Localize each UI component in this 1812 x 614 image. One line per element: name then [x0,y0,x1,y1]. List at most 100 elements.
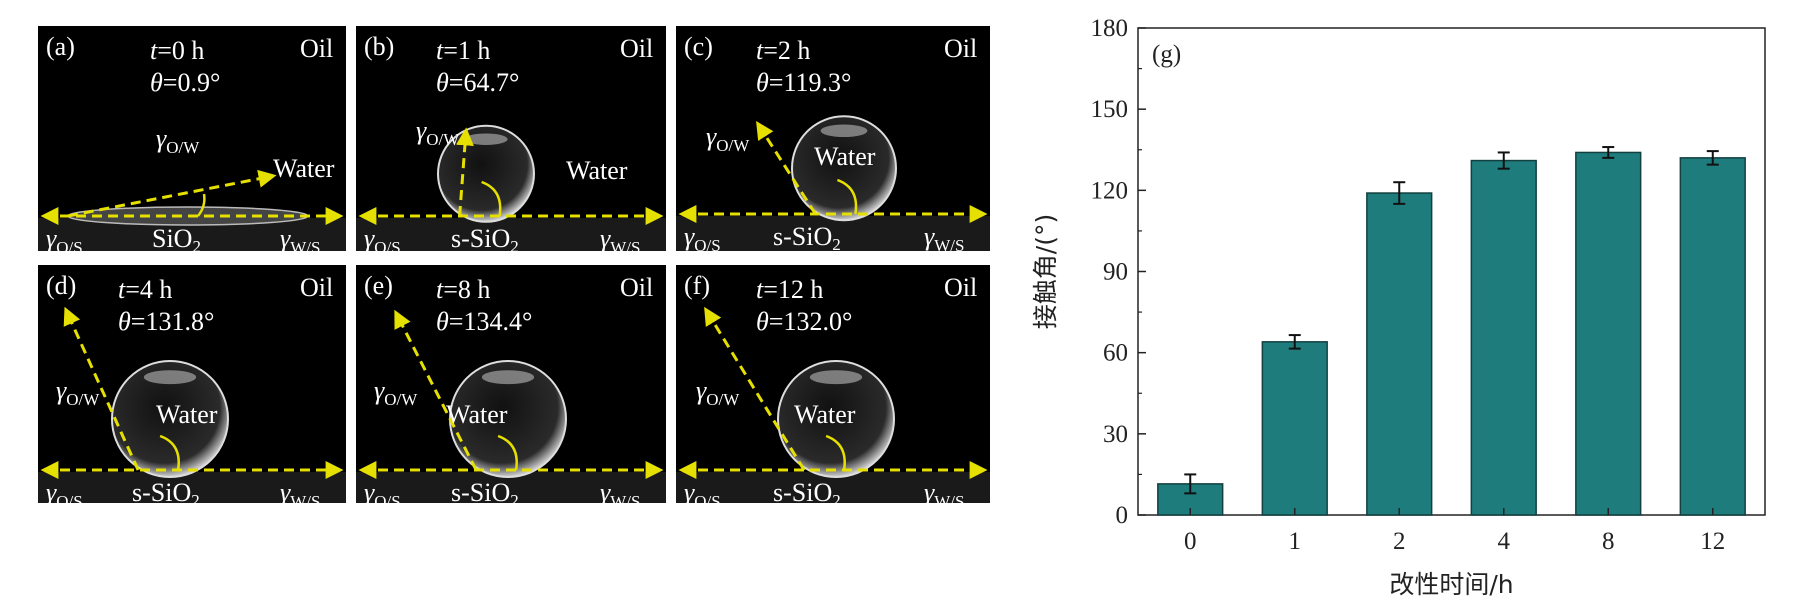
contact-angle-arc [836,178,858,215]
gamma-ws-label: γW/S [280,224,321,252]
photo-panel-d: (d) Oil t=4 h θ=131.8° Water γO/W γO/S γW/S s-Si… [38,265,346,503]
contact-angle-arc [497,434,518,471]
y-tick-label: 60 [1103,340,1128,367]
droplet-highlight [481,370,535,385]
oil-water-tension-arrow [394,309,478,471]
bar-8 [1575,151,1642,516]
oil-label: Oil [620,273,654,302]
theta-label: θ=119.3° [756,68,852,97]
y-tick-label: 90 [1103,259,1128,286]
substrate-label: SiO2 [152,224,201,252]
photo-panel-a: (a) Oil t=0 h θ=0.9° Water γO/W γO/S γW/S SiO2 [38,26,346,251]
gamma-os-label: γO/S [46,478,83,504]
gamma-os-label: γO/S [364,478,401,504]
theta-label: θ=132.0° [756,307,853,336]
oil-water-tension-arrow [455,127,474,217]
bar-1 [1261,341,1328,516]
y-tick-label: 0 [1116,502,1129,529]
panel-label: (f) [684,271,710,300]
droplet-highlight [464,133,508,145]
panel-label: (c) [684,32,713,61]
y-tick-label: 150 [1091,96,1129,123]
water-label: Water [156,400,218,429]
gamma-ws-label: γW/S [600,224,641,252]
oil-water-tension-arrow [756,120,817,215]
panel-label: (a) [46,32,75,61]
panel-label: (e) [364,271,393,300]
gamma-ow-label: γO/W [156,124,200,157]
gamma-ow-label: γO/W [696,376,740,409]
panel-e-drawing [356,309,666,503]
time-label: t=12 h [756,275,824,304]
water-label: Water [273,154,335,183]
gamma-os-label: γO/S [364,224,401,252]
x-tick-label: 8 [1602,528,1615,555]
bar-2 [1366,192,1433,516]
y-tick-label: 120 [1091,177,1129,204]
photo-panel-e: (e) Oil t=8 h θ=134.4° Water γO/W γO/S γW/S s-Si… [356,265,666,503]
gamma-ow-label: γO/W [374,376,418,409]
theta-label: θ=64.7° [436,68,520,97]
x-tick-label: 2 [1393,528,1406,555]
theta-label: θ=131.8° [118,307,215,336]
substrate-label: s-SiO2 [773,222,841,252]
gamma-ow-label: γO/W [416,116,460,149]
x-tick-label: 0 [1184,528,1197,555]
panel-f-drawing [676,306,990,503]
theta-label: θ=134.4° [436,307,533,336]
oil-label: Oil [944,273,978,302]
time-label: t=0 h [150,36,205,65]
oil-water-tension-arrow [63,306,140,471]
substrate-label: s-SiO2 [132,478,200,504]
gamma-ws-label: γW/S [280,478,321,504]
photo-panel-b: (b) Oil t=1 h θ=64.7° Water γO/W γO/S γW/S s-SiO… [356,26,666,251]
panel-b-drawing [356,124,666,251]
panel-c-drawing [676,115,990,251]
water-label: Water [794,400,856,429]
contact-angle-arc [197,193,206,217]
x-tick-label: 1 [1289,528,1302,555]
water-label: Water [566,156,628,185]
gamma-ws-label: γW/S [924,222,965,252]
x-axis-title: 改性时间/h [1389,570,1513,599]
substrate-label: s-SiO2 [451,478,519,504]
bar-4 [1470,159,1537,516]
oil-label: Oil [620,34,654,63]
time-label: t=8 h [436,275,491,304]
substrate-label: s-SiO2 [451,224,519,252]
y-tick-label: 30 [1103,421,1128,448]
oil-label: Oil [300,34,334,63]
panel-label: (d) [46,271,77,300]
gamma-ws-label: γW/S [924,478,965,504]
time-label: t=2 h [756,36,811,65]
x-tick-label: 12 [1700,528,1725,555]
contact-angle-arc [825,434,846,471]
gamma-os-label: γO/S [684,222,721,252]
y-tick-label: 180 [1091,15,1129,42]
panel-d-drawing [38,306,346,503]
droplet-highlight [809,370,863,385]
droplet-highlight [820,124,868,138]
y-axis-title: 接触角/(°) [1031,214,1060,329]
contact-angle-arc [159,434,180,471]
gamma-os-label: γO/S [684,478,721,504]
time-label: t=1 h [436,36,491,65]
substrate-label: s-SiO2 [773,478,841,504]
x-tick-label: 4 [1498,528,1511,555]
time-label: t=4 h [118,275,173,304]
gamma-os-label: γO/S [46,224,83,252]
chart-panel-label: (g) [1152,41,1181,68]
oil-water-tension-arrow [67,169,277,218]
water-label: Water [814,142,876,171]
oil-label: Oil [300,273,334,302]
panel-label: (b) [364,32,395,61]
oil-label: Oil [944,34,978,63]
gamma-ow-label: γO/W [56,376,100,409]
plot-frame [1137,27,1766,516]
panel-a-drawing [38,169,346,251]
water-label: Water [446,400,508,429]
theta-label: θ=0.9° [150,68,221,97]
droplet-highlight [143,370,197,385]
contact-angle-arc [481,180,502,217]
